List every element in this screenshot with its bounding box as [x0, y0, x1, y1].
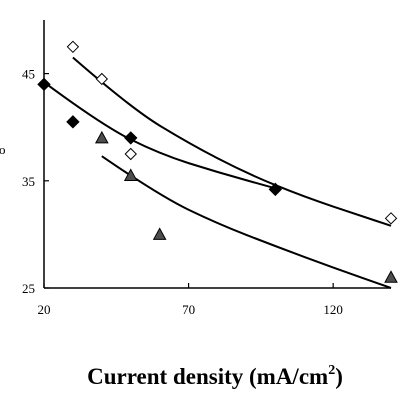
point-open-diamond	[66, 40, 80, 54]
trend-line-open-diamond	[72, 56, 392, 227]
x-axis-label: Current density (mA/cm2)	[87, 363, 343, 389]
trend-line-filled-diamond	[43, 81, 276, 190]
point-open-diamond	[384, 212, 398, 225]
point-filled-diamond	[268, 182, 283, 197]
point-filled-diamond	[124, 131, 138, 145]
x-axis-label-close: )	[335, 364, 343, 389]
trend-lines	[43, 56, 392, 289]
data-markers	[37, 40, 398, 283]
point-filled-triangle	[384, 270, 398, 283]
point-filled-triangle	[152, 227, 167, 240]
point-filled-triangle	[123, 168, 138, 181]
point-filled-triangle	[94, 130, 109, 144]
point-open-diamond	[95, 72, 109, 86]
plot-area	[43, 20, 391, 289]
point-open-diamond	[124, 147, 137, 161]
y-tick-label: 25	[22, 281, 35, 296]
x-axis-label-main: Current density (mA/cm	[87, 364, 328, 389]
point-filled-diamond	[66, 115, 80, 129]
trend-line-filled-triangle	[101, 155, 392, 289]
x-axis-label-superscript: 2	[328, 363, 335, 378]
x-tick-label: 120	[323, 302, 343, 317]
x-tick-label: 20	[38, 302, 51, 317]
y-tick-label: 45	[22, 67, 35, 82]
y-axis-ticks: 25 35 45	[22, 67, 49, 296]
y-axis-label-fragment: ο	[0, 142, 6, 157]
x-axis-ticks: 20 70 120	[38, 283, 343, 317]
point-filled-diamond	[37, 77, 51, 92]
x-tick-label: 70	[182, 302, 195, 317]
y-tick-label: 35	[22, 174, 35, 189]
